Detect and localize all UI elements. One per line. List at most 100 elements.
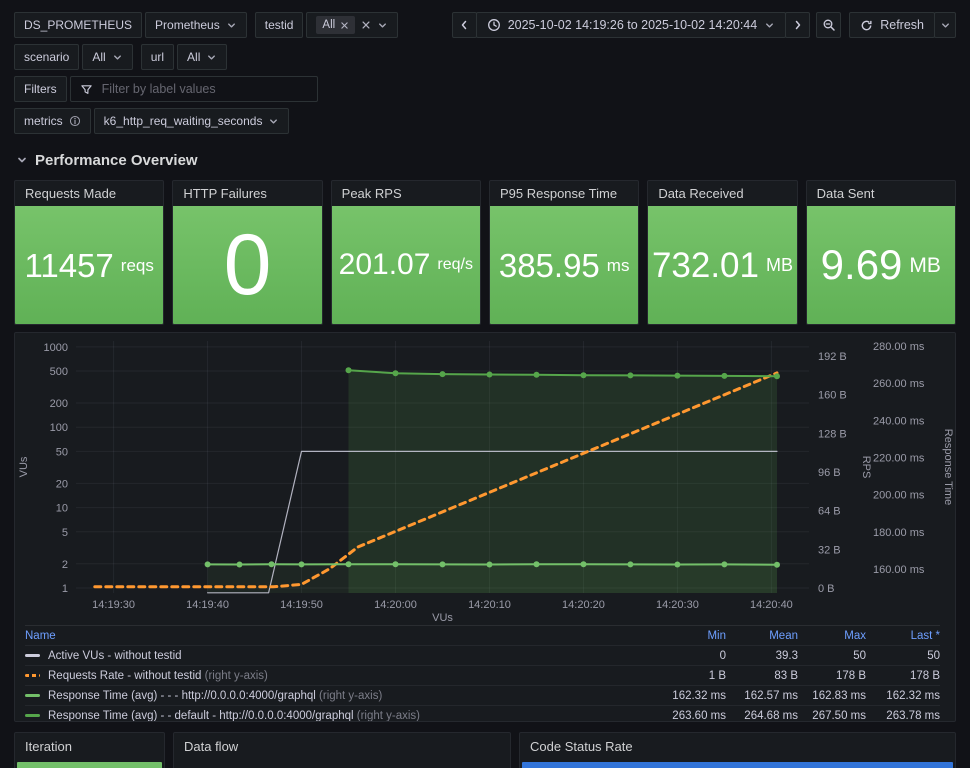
svg-text:14:20:20: 14:20:20: [562, 599, 605, 611]
stat-value: 11457: [24, 246, 114, 284]
svg-text:1: 1: [62, 583, 68, 595]
stat-panel-http-failures: HTTP Failures 0: [172, 180, 323, 325]
bottom-row: Iteration Data flow Code Status Rate: [14, 732, 956, 768]
time-range-picker[interactable]: 2025-10-02 14:19:26 to 2025-10-02 14:20:…: [475, 12, 787, 38]
url-value: All: [187, 50, 201, 64]
svg-text:VUs: VUs: [432, 612, 453, 624]
timeseries-panel: 14:19:30 14:19:40 14:19:50 14:20:00 14:20:10…: [14, 332, 956, 722]
datasource-picker: DS_PROMETHEUS Prometheus: [14, 12, 247, 38]
svg-text:14:19:30: 14:19:30: [92, 599, 135, 611]
section-performance-overview[interactable]: Performance Overview: [16, 148, 198, 172]
url-select[interactable]: All: [177, 44, 228, 70]
legend-header-name[interactable]: Name: [25, 629, 56, 642]
legend-header-mean[interactable]: Mean: [769, 629, 798, 642]
svg-text:20: 20: [56, 478, 68, 490]
panel-title: Iteration: [25, 739, 72, 754]
stat-unit: MB: [766, 255, 793, 275]
legend-row[interactable]: Requests Rate - without testid (right y-…: [25, 665, 940, 685]
data-flow-panel: Data flow: [173, 732, 511, 768]
series-note: (right y-axis): [201, 669, 268, 682]
legend-header-min[interactable]: Min: [707, 629, 726, 642]
remove-tag-icon[interactable]: [340, 21, 349, 30]
timeseries-chart[interactable]: 14:19:30 14:19:40 14:19:50 14:20:00 14:20:10…: [15, 333, 955, 625]
url-filter: url All: [140, 44, 228, 70]
legend-value-mean: 83 B: [774, 669, 798, 682]
metrics-select[interactable]: k6_http_req_waiting_seconds: [93, 108, 290, 134]
legend-value-min: 0: [719, 649, 726, 662]
svg-text:96 B: 96 B: [818, 467, 841, 479]
stat-title: Peak RPS: [341, 186, 402, 201]
stat-value: 0: [223, 217, 272, 313]
chevron-down-icon: [16, 154, 28, 166]
legend-row[interactable]: Response Time (avg) - - - http://0.0.0.0…: [25, 685, 940, 705]
svg-text:128 B: 128 B: [818, 428, 847, 440]
legend-row[interactable]: Active VUs - without testid 0 39.3 50 50: [25, 645, 940, 665]
section-title: Performance Overview: [35, 151, 198, 169]
svg-text:RPS: RPS: [860, 456, 872, 479]
legend-header-last[interactable]: Last *: [910, 629, 940, 642]
legend-row[interactable]: Response Time (avg) - - default - http:/…: [25, 705, 940, 721]
stat-panel-data-sent: Data Sent 9.69 MB: [805, 180, 956, 325]
chevron-down-icon: [764, 20, 775, 31]
refresh-button[interactable]: Refresh: [849, 12, 935, 38]
stat-title: Data Sent: [816, 186, 875, 201]
chevron-down-icon: [940, 20, 951, 31]
toolbar-row-1: DS_PROMETHEUS Prometheus testid All 2025…: [14, 12, 956, 38]
chevron-down-icon: [226, 20, 237, 31]
stats-row: Requests Made 11457 reqs HTTP Failures 0 Peak…: [14, 180, 956, 325]
scenario-label: scenario: [14, 44, 80, 70]
svg-text:14:20:10: 14:20:10: [468, 599, 511, 611]
testid-select[interactable]: All: [306, 12, 399, 38]
svg-text:14:20:30: 14:20:30: [656, 599, 699, 611]
svg-text:180.00 ms: 180.00 ms: [873, 527, 925, 539]
svg-text:5: 5: [62, 527, 68, 539]
stat-value-area: 385.95 ms: [489, 206, 639, 324]
stat-value: 732.01: [651, 245, 759, 285]
stat-value-area: 732.01 MB: [648, 206, 797, 324]
svg-text:Response Time: Response Time: [942, 429, 954, 505]
series-swatch-icon: [25, 713, 40, 717]
time-controls: 2025-10-02 14:19:26 to 2025-10-02 14:20:…: [451, 12, 956, 38]
stat-unit: MB: [909, 253, 941, 277]
url-label: url: [140, 44, 175, 70]
clear-all-icon[interactable]: [361, 20, 371, 30]
scenario-select[interactable]: All: [82, 44, 133, 70]
legend-header-max[interactable]: Max: [844, 629, 866, 642]
testid-filter: testid All: [254, 12, 399, 38]
refresh-interval-dropdown[interactable]: [934, 12, 956, 38]
series-note: (right y-axis): [353, 709, 421, 722]
stat-panel-p95-response-time: P95 Response Time 385.95 ms: [488, 180, 640, 325]
svg-text:VUs: VUs: [18, 456, 30, 477]
testid-tag-label: All: [322, 19, 336, 31]
legend-value-min: 1 B: [708, 669, 726, 682]
legend-value-last: 263.78 ms: [886, 709, 940, 722]
time-shift-back-button[interactable]: [451, 12, 477, 38]
datasource-select[interactable]: Prometheus: [145, 12, 247, 38]
stat-panel-peak-rps: Peak RPS 201.07 req/s: [330, 180, 481, 325]
datasource-label: DS_PROMETHEUS: [14, 12, 143, 38]
testid-tag[interactable]: All: [316, 16, 356, 34]
zoom-out-button[interactable]: [816, 12, 842, 38]
chevron-down-icon: [206, 52, 217, 63]
svg-text:100: 100: [50, 422, 68, 434]
label-filter-input[interactable]: [99, 81, 308, 97]
stat-panel-data-received: Data Received 732.01 MB: [647, 180, 798, 325]
svg-text:0 B: 0 B: [818, 583, 835, 595]
gauge-bar: [17, 762, 162, 768]
svg-text:500: 500: [50, 366, 68, 378]
series-name: Active VUs - without testid: [48, 649, 182, 662]
info-icon: [69, 115, 81, 127]
svg-text:1000: 1000: [44, 342, 68, 354]
stat-value: 385.95: [498, 246, 600, 284]
time-shift-forward-button[interactable]: [785, 12, 811, 38]
scenario-value: All: [92, 50, 106, 64]
stat-panel-requests-made: Requests Made 11457 reqs: [14, 180, 165, 325]
stat-title: HTTP Failures: [183, 186, 267, 201]
filters-label: Filters: [14, 76, 67, 102]
chevron-down-icon: [112, 52, 123, 63]
toolbar-row-3: Filters: [14, 76, 956, 102]
chevron-down-icon: [268, 116, 279, 127]
series-note: (right y-axis): [315, 689, 383, 702]
series-swatch-icon: [25, 693, 40, 697]
gauge-bar: [522, 762, 953, 768]
